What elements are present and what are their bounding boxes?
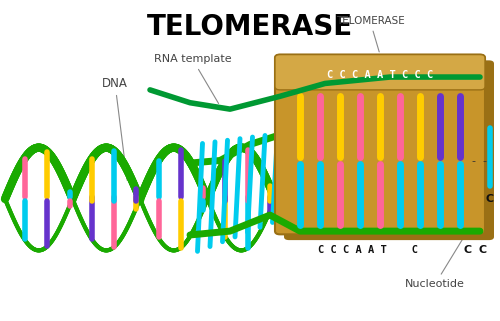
Text: -  -: - - — [472, 155, 488, 166]
Text: TELOMERASE: TELOMERASE — [147, 13, 353, 41]
Text: RNA template: RNA template — [154, 54, 232, 104]
FancyBboxPatch shape — [284, 60, 494, 240]
Text: C C C A A T    C: C C C A A T C — [318, 245, 418, 256]
Text: Nucleotide: Nucleotide — [405, 233, 466, 289]
FancyBboxPatch shape — [275, 55, 485, 90]
Text: C: C — [486, 194, 494, 204]
Text: TELOMERASE: TELOMERASE — [336, 16, 404, 52]
Text: C: C — [478, 245, 486, 256]
FancyBboxPatch shape — [275, 55, 485, 234]
Text: C C C A A T C C C: C C C A A T C C C — [327, 70, 433, 81]
Text: DNA: DNA — [102, 77, 128, 180]
Text: C: C — [464, 245, 471, 256]
